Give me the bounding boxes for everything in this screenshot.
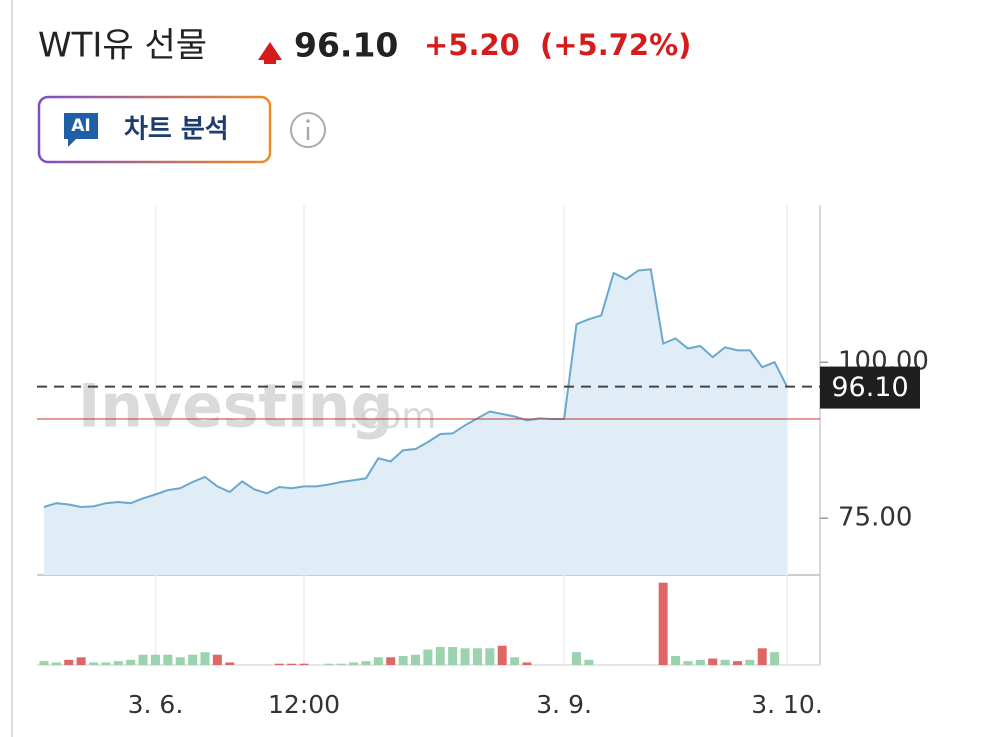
volume-bar: [175, 657, 185, 665]
volume-bar: [39, 661, 49, 665]
watermark: Investing: [78, 372, 393, 442]
last-price-box: [820, 366, 920, 409]
volume-bar: [200, 652, 210, 665]
volume-bar: [188, 654, 198, 665]
volume-bar: [720, 659, 730, 665]
last-price-label: 96.10: [831, 372, 908, 403]
instrument-title: WTI유 선물: [38, 26, 207, 66]
volume-bar: [411, 654, 420, 665]
volume-bar: [212, 654, 222, 665]
volume-bar: [732, 661, 742, 665]
volume-bar: [522, 662, 532, 665]
volume-bar: [150, 654, 160, 665]
volume-bar: [51, 662, 61, 665]
volume-bar: [64, 659, 74, 665]
volume-bar: [435, 647, 445, 665]
volume-bar: [126, 659, 136, 665]
volume-bar: [349, 662, 359, 665]
button-label: 차트 분석: [124, 115, 229, 145]
volume-bar: [497, 645, 507, 665]
volume-bar: [472, 648, 482, 665]
price-line: [43, 268, 788, 509]
volume-bar: [695, 659, 705, 665]
x-tick-label: 12:00: [268, 690, 340, 719]
volume-bar: [287, 663, 297, 665]
ai-icon-text: AI: [71, 116, 90, 136]
volume-bar: [485, 648, 495, 665]
volume-bar: [101, 662, 111, 665]
x-tick-label: 3. 6.: [128, 690, 184, 719]
volume-bar: [163, 654, 173, 665]
volume-bar: [398, 656, 408, 665]
volume-bar: [89, 662, 99, 665]
volume-bar: [510, 657, 520, 665]
volume-bar: [386, 657, 396, 665]
info-circle: [290, 112, 326, 148]
ai-analysis-button[interactable]: AI 차트 분석: [37, 95, 272, 164]
price-change: +5.20: [424, 28, 520, 62]
volume-bar: [770, 652, 780, 665]
volume-bar: [757, 648, 767, 665]
volume-bar: [324, 663, 334, 665]
area: [44, 269, 787, 575]
info-button[interactable]: [290, 112, 326, 148]
x-tick-label: 3. 9.: [536, 690, 592, 719]
volume-bar: [138, 654, 148, 665]
volume-bar: [571, 652, 581, 665]
chart: 3. 6. 12:00 3. 9. 3. 10.Investing.com75.001…: [37, 205, 929, 719]
volume-bar: [336, 663, 346, 665]
ai-icon: [64, 113, 98, 147]
volume-bar: [745, 659, 755, 665]
info-dot: [306, 119, 310, 123]
volume-bar: [373, 657, 383, 665]
volume-bar: [76, 657, 86, 665]
volume-bar: [113, 661, 123, 665]
volume-bar: [274, 663, 284, 665]
y-tick-label: 75.00: [838, 503, 912, 533]
volume-bar: [658, 582, 668, 665]
volume-bar: [460, 648, 470, 665]
volume-bar: [584, 659, 594, 665]
volume-bar: [708, 658, 718, 665]
volume-bar: [671, 656, 681, 665]
volume-bar: [448, 647, 458, 665]
x-tick-label: 3. 10.: [751, 690, 823, 719]
volume-bar: [299, 663, 309, 665]
volume-bar: [361, 661, 371, 665]
volume-bar: [423, 649, 433, 665]
watermark-suffix: .com: [348, 396, 436, 437]
volume-bar: [225, 662, 235, 665]
price-change-percent: (+5.72%): [540, 28, 691, 62]
volume-bar: [683, 661, 693, 665]
up-arrow: [258, 42, 282, 64]
price: 96.10: [294, 26, 398, 65]
